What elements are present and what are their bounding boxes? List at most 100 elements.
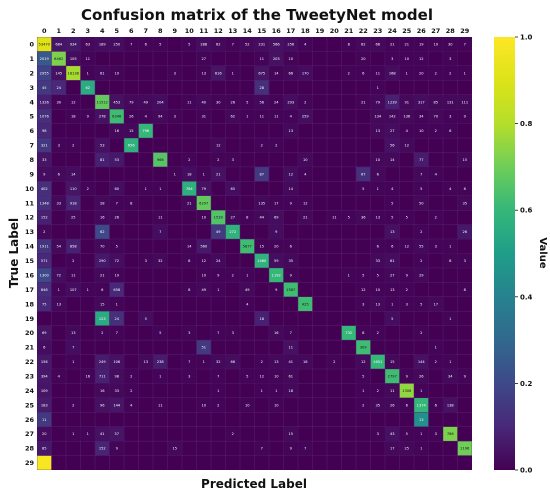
cell-value-label: 7	[232, 43, 234, 47]
matrix-cell	[37, 398, 52, 413]
matrix-cell	[457, 181, 472, 196]
cell-value-label: 61	[390, 259, 395, 263]
cell-value-label: 27	[390, 129, 395, 133]
matrix-cell	[225, 37, 240, 52]
cell-value-label: 3	[464, 259, 466, 263]
cell-value-label: 1326	[40, 100, 50, 104]
matrix-cell	[356, 167, 371, 182]
cell-value-label: 16	[114, 129, 119, 133]
cell-value-label: 110	[70, 187, 78, 191]
matrix-cell	[283, 369, 298, 384]
matrix-cell	[428, 94, 443, 109]
matrix-cell	[370, 325, 385, 340]
cell-value-label: 87	[259, 172, 264, 176]
y-tick-label: 8	[29, 156, 34, 164]
x-tick-label: 8	[158, 27, 163, 35]
cell-value-label: 156	[41, 360, 49, 364]
matrix-cell	[298, 94, 313, 109]
matrix-cell	[153, 369, 168, 384]
matrix-cell	[182, 239, 197, 254]
cell-value-label: 32	[158, 259, 163, 263]
cell-value-label: 35	[375, 403, 380, 407]
matrix-cell	[153, 354, 168, 369]
matrix-cell	[370, 94, 385, 109]
cell-value-label: 62	[85, 86, 90, 90]
cell-value-label: 1	[377, 187, 379, 191]
cell-value-label: 72	[114, 259, 119, 263]
matrix-cell	[95, 268, 110, 283]
cell-value-label: 11	[85, 57, 90, 61]
matrix-cell	[37, 426, 52, 441]
y-tick-label: 28	[25, 445, 35, 453]
matrix-cell	[211, 224, 226, 239]
cell-value-label: 1	[87, 71, 89, 75]
matrix-cell	[37, 369, 52, 384]
cell-value-label: 24	[114, 317, 119, 321]
cell-value-label: 256	[287, 43, 295, 47]
matrix-cell	[95, 383, 110, 398]
matrix-cell	[51, 268, 66, 283]
matrix-cell	[399, 239, 414, 254]
matrix-cell	[95, 325, 110, 340]
cell-value-label: 2	[420, 259, 422, 263]
cell-value-label: 14	[390, 158, 395, 162]
matrix-cell	[457, 195, 472, 210]
cell-value-label: 1306	[402, 389, 412, 393]
matrix-cell	[399, 441, 414, 456]
matrix-cell	[196, 282, 211, 297]
matrix-cell	[399, 123, 414, 138]
matrix-cell	[385, 51, 400, 66]
y-tick-label: 27	[25, 430, 34, 438]
matrix-cell	[225, 94, 240, 109]
matrix-cell	[95, 253, 110, 268]
matrix-cell	[37, 181, 52, 196]
cell-value-label: 20	[361, 57, 366, 61]
x-tick-label: 7	[143, 27, 148, 35]
cell-value-label: 69	[42, 331, 47, 335]
matrix-cell	[153, 181, 168, 196]
cell-value-label: 94	[158, 115, 163, 119]
matrix-cell	[254, 51, 269, 66]
cell-value-label: 3	[449, 115, 451, 119]
matrix-cell	[414, 354, 429, 369]
cell-value-label: 5	[159, 43, 161, 47]
cell-value-label: 4	[145, 115, 148, 119]
cell-value-label: 34	[448, 374, 453, 378]
cell-value-label: 2019	[40, 57, 50, 61]
cell-value-label: 24	[56, 86, 61, 90]
matrix-cell	[370, 354, 385, 369]
matrix-cell	[211, 282, 226, 297]
cell-value-label: 12	[404, 245, 409, 249]
cell-value-label: 1239	[388, 100, 398, 104]
matrix-cell	[428, 354, 443, 369]
matrix-cell	[414, 51, 429, 66]
matrix-cell	[211, 354, 226, 369]
matrix-cell	[240, 239, 255, 254]
cell-value-label: 33	[114, 389, 119, 393]
matrix-cell	[414, 426, 429, 441]
matrix-cell	[196, 66, 211, 81]
matrix-cell	[298, 354, 313, 369]
matrix-cell	[356, 66, 371, 81]
matrix-cell	[138, 94, 153, 109]
matrix-cell	[109, 253, 124, 268]
matrix-cell	[254, 239, 269, 254]
cell-value-label: 2	[362, 403, 364, 407]
matrix-cell	[356, 354, 371, 369]
matrix-cell	[385, 181, 400, 196]
matrix-cell	[37, 441, 52, 456]
cell-value-label: 72	[56, 273, 61, 277]
matrix-cell	[269, 138, 284, 153]
matrix-cell	[399, 426, 414, 441]
matrix-cell	[269, 94, 284, 109]
cell-value-label: 15	[100, 302, 105, 306]
matrix-cell	[356, 282, 371, 297]
y-tick-labels: 0123456789101112131415161718192021222324…	[25, 41, 35, 468]
matrix-cell	[457, 37, 472, 52]
matrix-cell	[153, 210, 168, 225]
cell-value-label: 49	[245, 288, 250, 292]
cell-value-label: 1	[203, 172, 205, 176]
matrix-cell	[109, 426, 124, 441]
cell-value-label: 203	[273, 57, 280, 61]
matrix-cell	[182, 369, 197, 384]
